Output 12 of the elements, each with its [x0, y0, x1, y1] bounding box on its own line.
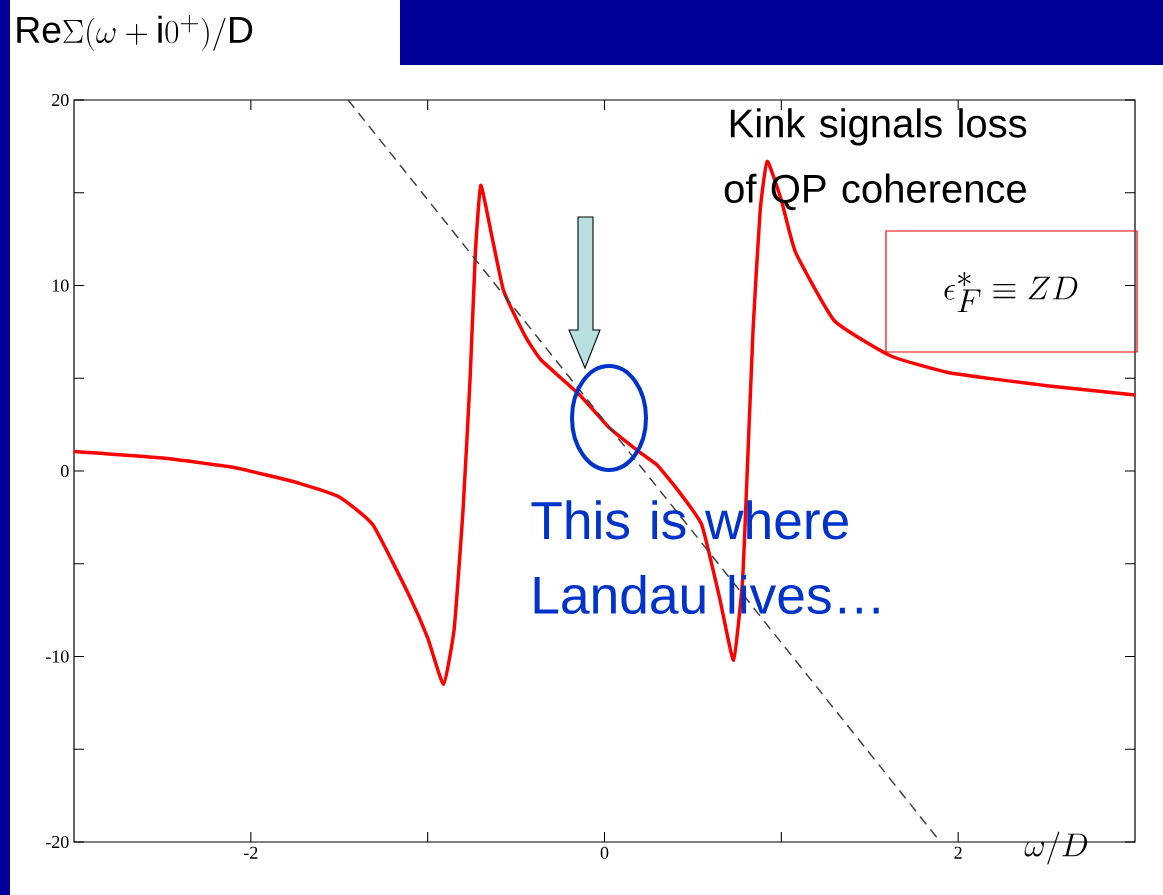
x-tick-label: -2 [244, 846, 258, 859]
y-tick-label: 20 [52, 93, 69, 107]
y-axis-title: $\mathrm{Re}\Sigma(\omega+\mathrm{i}0^{+})/\mathrm{D}$ [17, 15, 253, 51]
annotation: $\epsilon_F^*\equiv ZD$ [944, 271, 1078, 313]
x-axis-title: $\omega/D$ [1024, 831, 1088, 865]
y-tick-label: 0 [60, 464, 69, 478]
x-tick-label: 0 [600, 846, 609, 859]
x-tick-label: 2 [954, 846, 962, 859]
line-series [74, 159, 1135, 687]
y-tick-label: -10 [45, 650, 69, 663]
y-tick-label: 10 [52, 279, 69, 292]
y-tick-label: -20 [45, 835, 69, 849]
